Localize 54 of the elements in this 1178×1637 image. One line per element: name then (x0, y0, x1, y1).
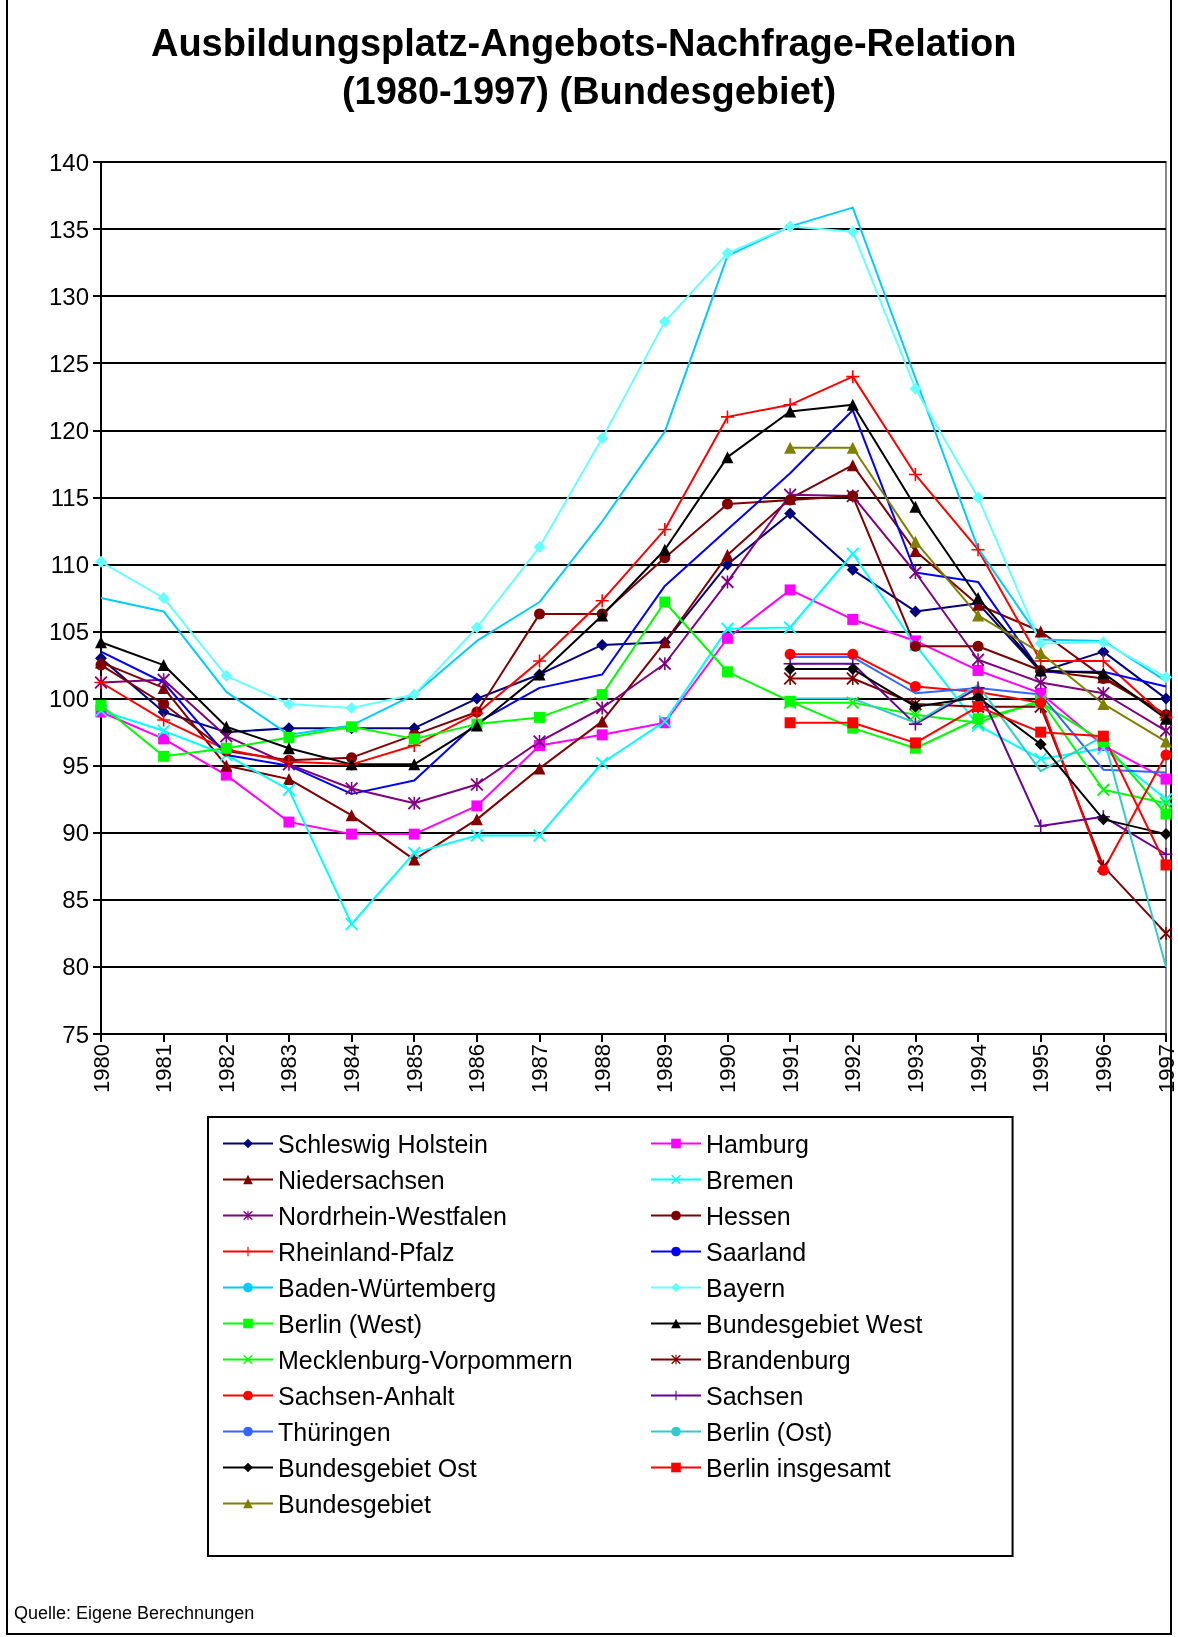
legend-label: Berlin (West) (278, 1309, 423, 1338)
x-tick-label: 1983 (276, 1044, 302, 1093)
x-tick-label: 1996 (1090, 1044, 1116, 1093)
legend-label: Brandenburg (706, 1345, 851, 1374)
y-tick-label: 100 (48, 685, 89, 713)
x-tick-label: 1985 (401, 1044, 427, 1093)
legend-label: Bayern (706, 1273, 786, 1302)
x-tick-label: 1988 (589, 1044, 615, 1093)
x-tick-label: 1987 (527, 1044, 553, 1093)
y-tick-label: 115 (50, 483, 89, 511)
x-tick-label: 1989 (652, 1044, 678, 1093)
x-tick-label: 1984 (339, 1044, 365, 1093)
legend-label: Bremen (706, 1165, 794, 1194)
legend-label: Hamburg (706, 1129, 809, 1158)
legend-label: Nordrhein-Westfalen (278, 1201, 507, 1230)
x-tick-label: 1992 (840, 1044, 866, 1093)
y-tick-label: 90 (62, 819, 89, 847)
y-tick-label: 85 (62, 886, 89, 914)
legend-label: Berlin (Ost) (706, 1417, 833, 1446)
legend-label: Niedersachsen (278, 1165, 445, 1194)
x-tick-label: 1993 (902, 1044, 928, 1093)
legend-label: Bundesgebiet Ost (278, 1453, 477, 1482)
legend-label: Baden-Würtemberg (278, 1273, 497, 1302)
legend-label: Saarland (706, 1237, 807, 1266)
legend-label: Hessen (706, 1201, 791, 1230)
chart-title: Ausbildungsplatz-Angebots-Nachfrage-Relation (1980-1997) (Bundesgebiet) (150, 22, 1028, 112)
legend-label: Berlin insgesamt (706, 1453, 891, 1482)
x-tick-label: 1991 (777, 1044, 803, 1093)
legend-label: Bundesgebiet (278, 1489, 431, 1518)
y-tick-label: 80 (62, 953, 89, 981)
legend-label: Sachsen-Anhalt (278, 1381, 455, 1410)
y-tick-label: 140 (48, 148, 89, 176)
y-tick-label: 95 (62, 752, 89, 780)
y-tick-label: 135 (48, 215, 89, 243)
x-tick-label: 1980 (88, 1044, 114, 1093)
y-tick-label: 120 (48, 416, 89, 444)
legend-label: Sachsen (706, 1381, 804, 1410)
x-tick-label: 1995 (1028, 1044, 1054, 1093)
legend-label: Thüringen (278, 1417, 391, 1446)
legend-label: Rheinland-Pfalz (278, 1237, 455, 1266)
y-tick-label: 125 (48, 349, 89, 377)
x-tick-label: 1986 (464, 1044, 490, 1093)
x-tick-label: 1990 (714, 1044, 740, 1093)
y-tick-label: 105 (48, 618, 89, 646)
y-tick-label: 75 (62, 1020, 89, 1048)
legend-label: Mecklenburg-Vorpommern (278, 1345, 573, 1374)
legend-label: Schleswig Holstein (278, 1129, 488, 1158)
x-tick-label: 1981 (151, 1044, 177, 1093)
x-tick-label: 1994 (965, 1044, 991, 1093)
legend-label: Bundesgebiet West (706, 1309, 923, 1338)
y-tick-label: 130 (48, 282, 89, 310)
x-tick-label: 1982 (213, 1044, 239, 1093)
y-tick-label: 110 (50, 550, 89, 578)
source-note: Quelle: Eigene Berechnungen (14, 1603, 255, 1623)
